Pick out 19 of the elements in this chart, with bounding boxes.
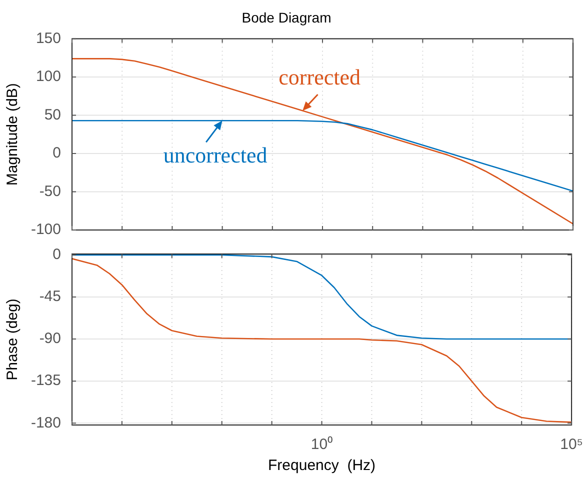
x-axis-title: Frequency (Hz) [268,457,376,474]
y-tick-label: -90 [39,330,61,348]
chart-title: Bode Diagram [242,9,332,26]
y-tick-label: 0 [52,246,61,264]
y-tick-label: -100 [30,221,61,238]
y-tick-label: -45 [39,288,61,306]
y-tick-label: -180 [30,414,61,432]
annotation: corrected [278,64,360,90]
y-tick-label: -135 [30,372,61,390]
y-tick-label: 0 [52,144,61,162]
y-axis-title: Magnitude (dB) [4,83,22,186]
y-tick-label: 100 [36,68,61,86]
y-tick-label: 150 [36,30,61,47]
y-tick-label: -50 [39,182,61,200]
annotation: uncorrected [163,142,268,168]
y-axis-title: Phase (deg) [4,298,22,380]
x-tick-label: 10⁵ [560,436,583,454]
y-tick-label: 50 [44,106,61,124]
x-tick-label: 10⁰ [310,436,333,454]
